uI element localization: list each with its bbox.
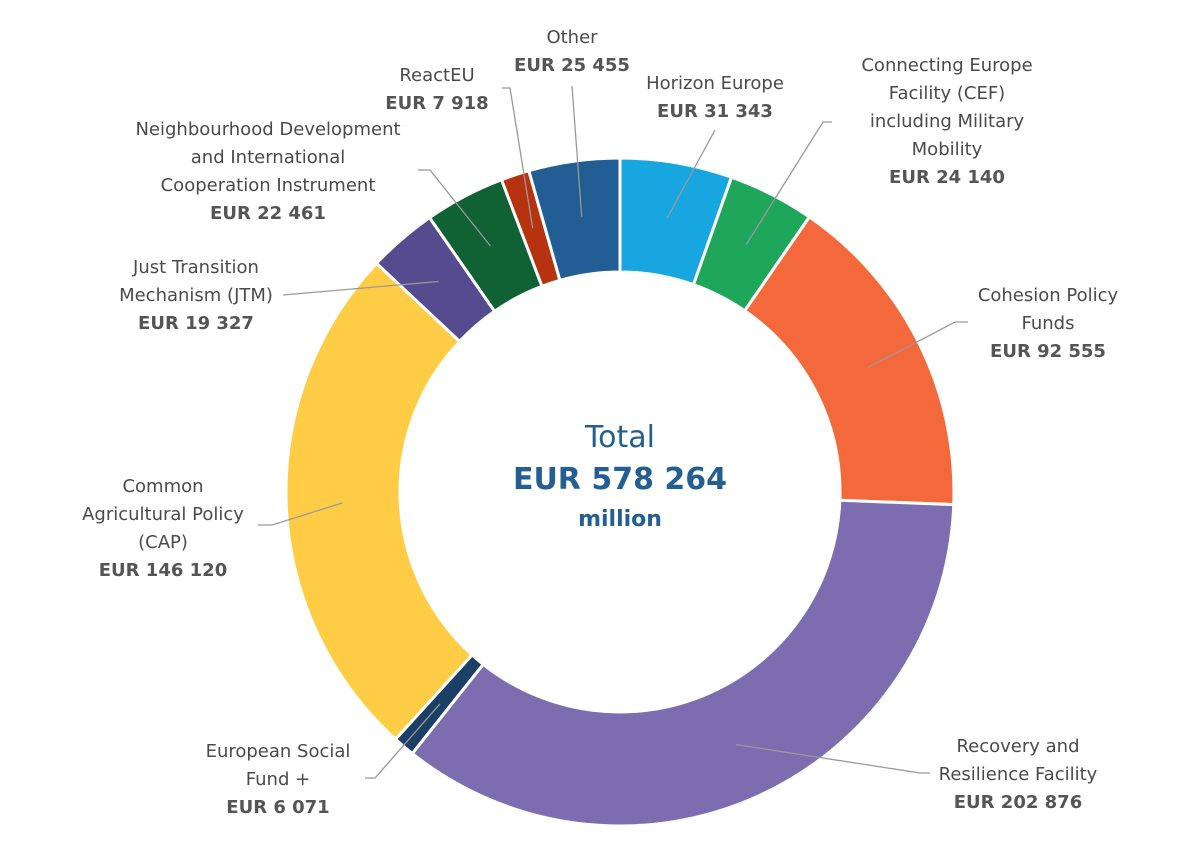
leader-line (258, 502, 343, 526)
value-label: EUR 7 918 (385, 93, 489, 114)
category-label: Cohesion Policy Funds (977, 285, 1119, 334)
leader-line (502, 87, 534, 229)
value-label: EUR 24 140 (889, 167, 1005, 188)
category-label: Horizon Europe (646, 73, 784, 94)
category-label: Common Agricultural Policy (CAP) (82, 476, 244, 553)
slice (284, 261, 475, 742)
value-label: EUR 25 455 (514, 55, 630, 76)
category-label: European Social Fund + (205, 741, 351, 790)
leader-line (745, 121, 832, 245)
leader-line (736, 743, 930, 774)
slice-label: ReactEU EUR 7 918 (277, 62, 597, 118)
slice-label: Neighbourhood Development and Internatio… (108, 116, 428, 228)
category-label: ReactEU (399, 65, 475, 86)
category-label: Just Transition Mechanism (JTM) (119, 257, 273, 306)
slice-label: European Social Fund + EUR 6 071 (118, 738, 438, 822)
slice (410, 498, 956, 828)
category-label: Recovery and Resilience Facility (938, 736, 1098, 785)
value-label: EUR 202 876 (953, 792, 1083, 813)
slice-label: Horizon Europe EUR 31 343 (555, 70, 875, 126)
slice (742, 214, 956, 507)
category-label: Other (546, 27, 598, 48)
leader-line (418, 169, 491, 247)
leader-line (571, 85, 583, 217)
leader-line (666, 129, 716, 219)
center-unit: million (578, 507, 662, 532)
slice-label: Other EUR 25 455 (412, 24, 732, 80)
value-label: EUR 92 555 (990, 341, 1106, 362)
leader-line (868, 321, 968, 368)
slice-label: Recovery and Resilience Facility EUR 202 … (858, 733, 1178, 817)
value-label: EUR 31 343 (657, 101, 773, 122)
slice-label: Just Transition Mechanism (JTM) EUR 19 32… (36, 254, 356, 338)
slice-label: Common Agricultural Policy (CAP) EUR 146 … (3, 473, 323, 585)
leader-line (282, 280, 439, 296)
center-title: Total (584, 420, 656, 455)
value-label: EUR 146 120 (98, 560, 228, 581)
leader-line (365, 703, 441, 779)
category-label: Connecting Europe Facility (CEF) includi… (861, 55, 1033, 160)
slice (526, 156, 622, 283)
value-label: EUR 6 071 (226, 797, 330, 818)
value-label: EUR 22 461 (210, 203, 326, 224)
value-label: EUR 19 327 (138, 313, 254, 334)
slice-label: Cohesion Policy Funds EUR 92 555 (888, 282, 1201, 366)
category-label: Neighbourhood Development and Internatio… (135, 119, 401, 196)
slice-label: Connecting Europe Facility (CEF) includi… (787, 52, 1107, 192)
center-value: EUR 578 264 (512, 462, 728, 497)
